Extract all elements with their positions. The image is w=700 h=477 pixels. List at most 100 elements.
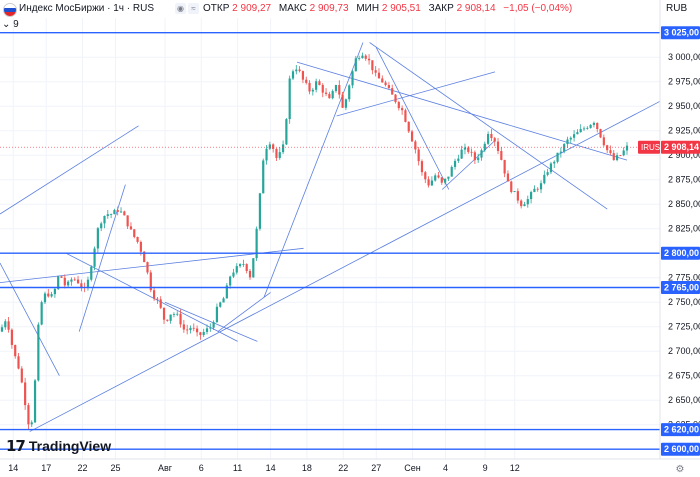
candle[interactable] (576, 129, 579, 135)
candle[interactable] (225, 282, 228, 299)
candle[interactable] (520, 199, 523, 209)
candle[interactable] (17, 352, 20, 370)
trend-line[interactable] (375, 47, 450, 190)
candle[interactable] (133, 229, 136, 239)
candle[interactable] (136, 236, 139, 244)
candle[interactable] (0, 324, 4, 333)
candle[interactable] (33, 379, 37, 424)
candle[interactable] (43, 291, 47, 304)
candle[interactable] (4, 319, 7, 330)
candle[interactable] (242, 259, 245, 267)
candle[interactable] (622, 147, 625, 157)
candle[interactable] (301, 70, 305, 84)
candle[interactable] (100, 221, 103, 232)
candle[interactable] (612, 150, 615, 161)
candle[interactable] (76, 275, 80, 284)
candle[interactable] (126, 215, 129, 229)
candle[interactable] (496, 138, 500, 155)
candle[interactable] (291, 69, 295, 81)
trend-line[interactable] (369, 42, 608, 210)
candle[interactable] (199, 331, 202, 340)
candle[interactable] (295, 65, 298, 75)
candle[interactable] (563, 143, 566, 154)
candle[interactable] (129, 222, 133, 231)
candle[interactable] (516, 188, 519, 204)
candle[interactable] (272, 143, 275, 153)
candle[interactable] (53, 286, 56, 298)
candle[interactable] (281, 140, 285, 155)
candle[interactable] (420, 159, 424, 176)
candle[interactable] (410, 129, 414, 142)
candle[interactable] (113, 208, 116, 215)
candle[interactable] (255, 226, 258, 261)
candle[interactable] (344, 98, 348, 111)
candle[interactable] (67, 280, 70, 288)
candle[interactable] (219, 301, 222, 308)
trend-line[interactable] (164, 301, 258, 342)
candle[interactable] (586, 126, 589, 130)
candle[interactable] (351, 70, 354, 89)
candle[interactable] (602, 134, 605, 147)
candle[interactable] (159, 296, 162, 310)
candle[interactable] (470, 148, 473, 157)
candle[interactable] (500, 146, 503, 161)
candle[interactable] (506, 170, 510, 182)
candle[interactable] (457, 154, 460, 164)
candle[interactable] (387, 82, 390, 89)
candle[interactable] (229, 275, 232, 289)
candle[interactable] (440, 176, 443, 185)
candle[interactable] (391, 84, 394, 95)
candle[interactable] (354, 55, 357, 72)
candle[interactable] (589, 124, 592, 129)
candle[interactable] (285, 118, 288, 146)
candle[interactable] (252, 258, 255, 278)
candle[interactable] (539, 180, 543, 194)
candle[interactable] (195, 325, 199, 337)
trend-line[interactable] (217, 292, 271, 332)
candle[interactable] (86, 276, 90, 291)
wave-icon[interactable]: ≈ (188, 3, 199, 14)
candle[interactable] (599, 128, 602, 139)
candle[interactable] (625, 142, 629, 155)
tradingview-logo[interactable]: 17 TradingView (6, 436, 111, 456)
candle[interactable] (315, 78, 318, 93)
candle[interactable] (493, 136, 496, 147)
candle[interactable] (533, 185, 536, 193)
indicators-toggle[interactable]: ⌄ 9 (2, 18, 19, 32)
candle[interactable] (348, 84, 351, 102)
candle[interactable] (169, 314, 172, 324)
candle[interactable] (215, 303, 219, 323)
candle[interactable] (222, 296, 225, 303)
candle[interactable] (536, 187, 539, 192)
trend-line[interactable] (0, 247, 304, 283)
candle[interactable] (73, 277, 76, 281)
candle[interactable] (47, 288, 50, 298)
candle[interactable] (371, 60, 374, 75)
candle[interactable] (50, 291, 53, 298)
candle[interactable] (96, 226, 99, 254)
candle[interactable] (596, 122, 599, 133)
candle[interactable] (268, 141, 271, 151)
candle[interactable] (619, 154, 622, 157)
candle[interactable] (361, 52, 364, 59)
candle[interactable] (490, 129, 493, 142)
candle[interactable] (582, 126, 586, 131)
candle[interactable] (324, 88, 328, 97)
candle[interactable] (146, 261, 149, 275)
candle[interactable] (407, 121, 410, 134)
candle[interactable] (569, 136, 572, 144)
candle[interactable] (24, 377, 27, 410)
candle[interactable] (245, 263, 248, 274)
candle[interactable] (156, 297, 159, 304)
candle[interactable] (90, 265, 93, 282)
candle[interactable] (179, 309, 182, 328)
trend-line[interactable] (441, 140, 496, 190)
candle[interactable] (106, 209, 109, 219)
trend-line[interactable] (336, 71, 496, 117)
candle[interactable] (447, 176, 450, 181)
candle[interactable] (444, 178, 447, 185)
candle[interactable] (298, 66, 301, 73)
currency-label[interactable]: RUB (666, 3, 688, 14)
candle[interactable] (523, 201, 526, 207)
